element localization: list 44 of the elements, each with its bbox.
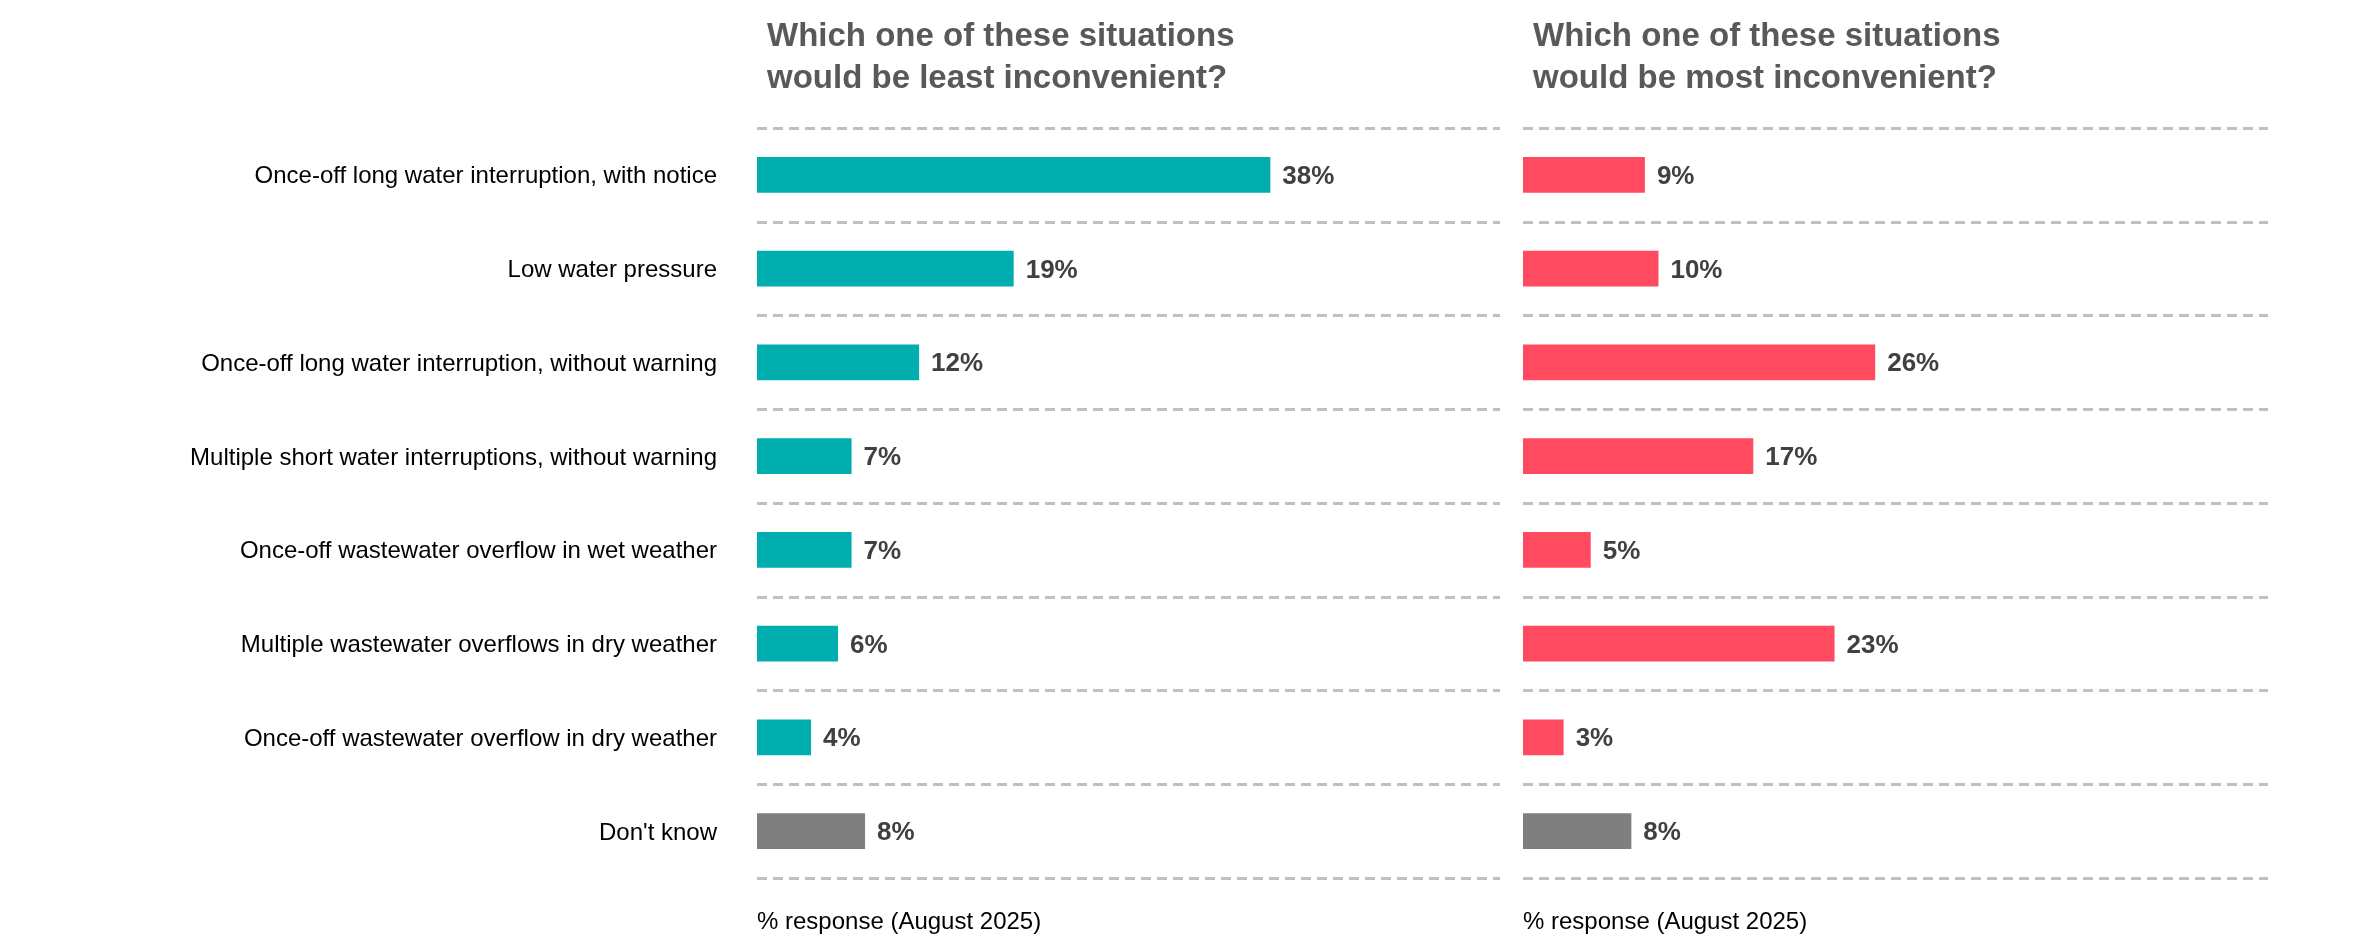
bar [1523,532,1591,568]
y-tick-label: Once-off long water interruption, without warning [201,348,717,376]
bar [1523,625,1835,662]
y-tick-label: Once-off wastewater overflow in dry weather [243,723,717,751]
chart-title: Which one of these situations would be most inconvenient? [1532,15,2010,95]
data-label: 23% [1846,628,1899,659]
data-label: 7% [863,534,902,565]
bar [1523,250,1659,287]
bar [757,157,1271,193]
data-label: 8% [1643,816,1681,847]
bar [757,719,812,756]
data-label: 19% [1025,253,1078,284]
data-label: 9% [1656,159,1695,190]
data-label: 26% [1887,347,1940,378]
data-label: 4% [823,722,861,753]
bar [757,813,866,849]
bar [1523,813,1632,849]
data-label: 17% [1765,441,1818,472]
bar [1523,438,1754,474]
bar [757,438,852,474]
data-label: 6% [850,628,888,659]
bar [1523,344,1876,381]
data-label: 5% [1602,534,1641,565]
x-axis-title: % response (August 2025) [757,906,1042,934]
y-tick-label: Don't know [599,817,718,845]
y-tick-label: Once-off wastewater overflow in wet weather [239,536,717,564]
bar [1523,157,1645,193]
bar [757,625,839,662]
y-tick-label: Low water pressure [507,255,717,283]
data-label: 10% [1670,253,1723,284]
y-tick-label: Multiple short water interruptions, without warning [190,442,717,470]
data-label: 8% [877,816,915,847]
data-label: 7% [863,441,902,472]
y-tick-label: Multiple wastewater overflows in dry weather [240,630,717,658]
bar [757,532,852,568]
y-tick-label: Once-off long water interruption, with notice [254,161,717,189]
bar [757,344,920,381]
x-axis-title: % response (August 2025) [1523,906,1808,934]
bar [757,250,1014,287]
chart-title: Which one of these situations would be least inconvenient? [766,15,1244,95]
data-label: 38% [1282,159,1335,190]
bar [1523,719,1564,756]
data-label: 12% [931,347,984,378]
data-label: 3% [1575,722,1614,753]
